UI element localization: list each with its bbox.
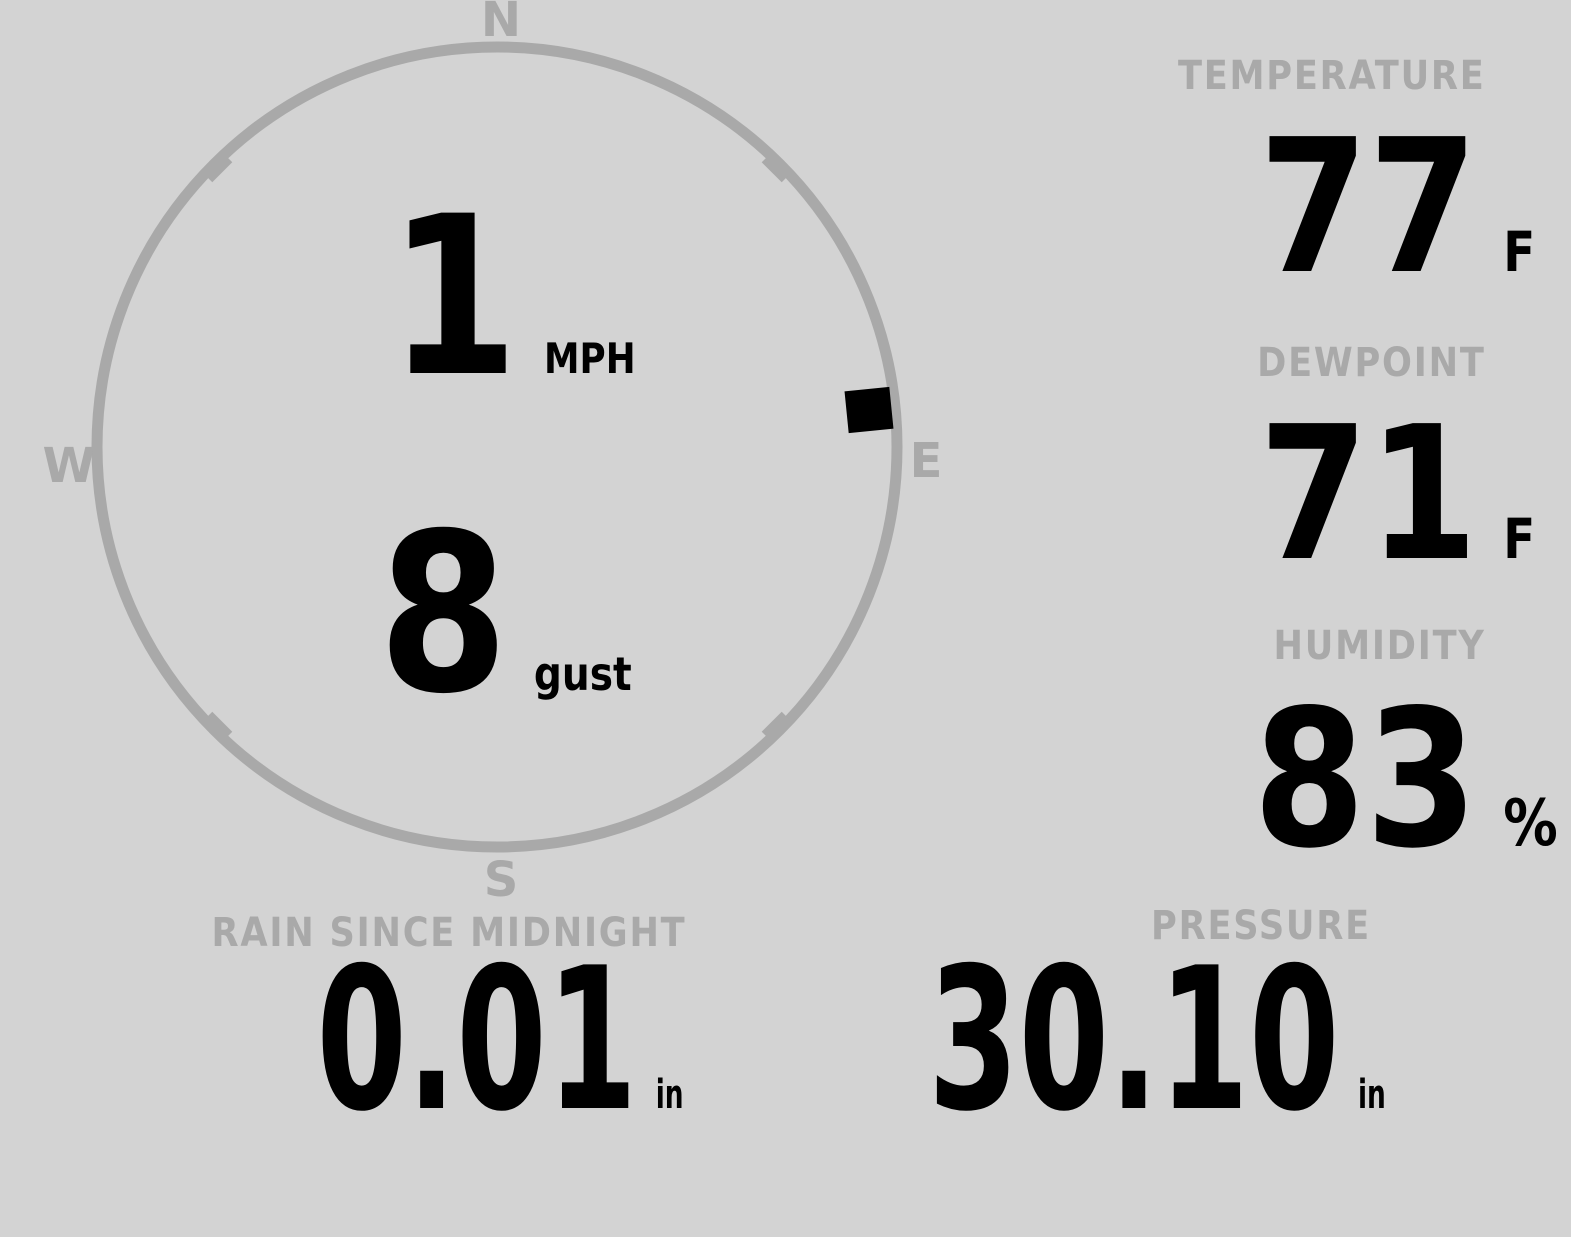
wind-gust-value: 8	[378, 486, 509, 742]
compass-label-west: W	[42, 438, 96, 494]
pressure-stat: 30.10 in	[928, 942, 1386, 1139]
humidity-stat: HUMIDITY 83 %	[936, 623, 1558, 890]
dewpoint-label: DEWPOINT	[1257, 340, 1486, 386]
dewpoint-value: 71	[1258, 386, 1478, 602]
compass-circle	[91, 41, 903, 853]
temperature-label: TEMPERATURE	[1177, 53, 1486, 99]
humidity-unit: %	[1503, 787, 1558, 861]
compass-tick-nw	[204, 154, 233, 183]
dewpoint-unit: F	[1503, 507, 1536, 571]
wind-speed-unit: MPH	[544, 334, 636, 383]
compass-tick-sw	[204, 711, 233, 740]
compass-tick-ne	[761, 154, 790, 183]
compass-label-north: N	[480, 0, 522, 48]
wind-gust-unit: gust	[533, 647, 632, 701]
humidity-value: 83	[1253, 669, 1478, 890]
pressure-label: PRESSURE	[1151, 903, 1371, 949]
temperature-value: 77	[1258, 99, 1478, 315]
compass-tick-se	[761, 711, 790, 740]
dewpoint-stat: DEWPOINT 71 F	[936, 340, 1556, 602]
rain-value: 0.01	[316, 926, 638, 1155]
rain-stat: 0.01 in	[316, 942, 683, 1139]
wind-speed: 1 MPH	[388, 187, 635, 407]
humidity-label: HUMIDITY	[1273, 623, 1486, 669]
wind-gust: 8 gust	[378, 504, 631, 724]
wind-direction-marker	[844, 386, 894, 434]
temperature-unit: F	[1503, 220, 1536, 284]
pressure-value: 30.10	[928, 926, 1340, 1155]
rain-label: RAIN SINCE MIDNIGHT	[211, 910, 687, 956]
compass-label-south: S	[483, 852, 519, 908]
rain-unit: in	[655, 1072, 684, 1118]
wind-speed-value: 1	[388, 169, 519, 425]
pressure-unit: in	[1357, 1072, 1386, 1118]
compass-label-east: E	[909, 433, 943, 489]
temperature-stat: TEMPERATURE 77 F	[936, 53, 1556, 315]
compass-rose	[91, 41, 903, 853]
